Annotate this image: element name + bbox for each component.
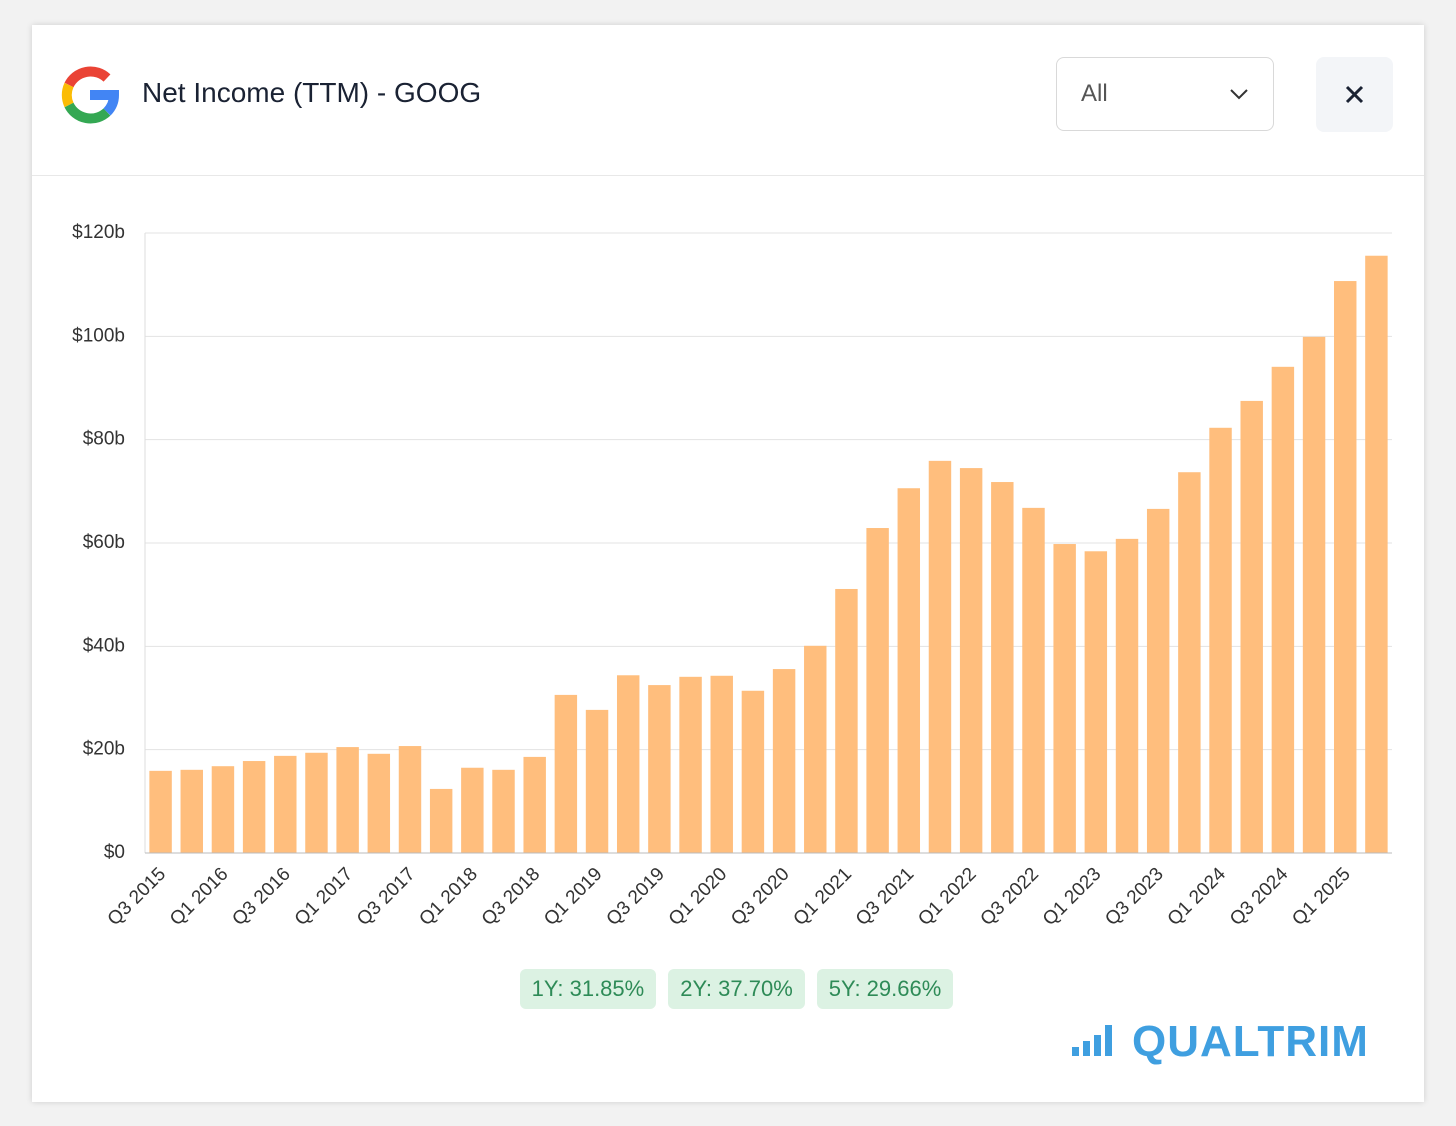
bar (616, 675, 640, 853)
x-tick-label: Q3 2023 (1101, 864, 1167, 930)
bar (367, 753, 391, 853)
bar (1178, 472, 1201, 853)
bar (1022, 507, 1045, 853)
bar (211, 766, 235, 853)
bar (1146, 508, 1170, 853)
x-tick-label: Q3 2021 (852, 864, 918, 930)
x-tick-label: Q3 2024 (1226, 863, 1293, 930)
bar (585, 709, 609, 853)
brand-icon (1072, 1025, 1112, 1056)
bar (180, 769, 203, 853)
bar (1115, 538, 1139, 853)
x-tick-label: Q1 2017 (291, 864, 357, 930)
close-icon (1345, 85, 1364, 104)
x-tick-label: Q1 2025 (1288, 864, 1354, 930)
bar (959, 468, 983, 853)
google-logo (61, 66, 120, 124)
bar (1209, 427, 1232, 853)
bar (928, 460, 952, 853)
y-tick-label: $100b (72, 325, 125, 346)
bar (274, 755, 297, 853)
title: Net Income (TTM) - GOOG (142, 77, 482, 108)
close-button[interactable] (1316, 57, 1393, 132)
x-tick-label: Q1 2019 (540, 864, 606, 930)
x-tick-label: Q1 2024 (1164, 863, 1231, 930)
range-select-value: All (1081, 80, 1108, 107)
bar (336, 747, 359, 853)
bar (398, 746, 422, 853)
x-tick-label: Q3 2015 (104, 864, 170, 930)
growth-badges: 1Y: 31.85% 2Y: 37.70% 5Y: 29.66% (32, 969, 1424, 1009)
bar (772, 669, 796, 853)
bar (835, 588, 858, 853)
bar (804, 645, 827, 853)
bar (1240, 400, 1263, 853)
bar (1302, 336, 1326, 854)
y-tick-label: $0 (104, 842, 125, 863)
bar (679, 676, 702, 853)
x-tick-label: Q3 2016 (228, 864, 294, 930)
y-tick-label: $120b (72, 222, 125, 243)
x-tick-label: Q1 2016 (166, 864, 232, 930)
bar (710, 675, 733, 853)
growth-badge: 1Y: 31.85% (519, 969, 657, 1009)
x-tick-label: Q1 2021 (790, 864, 856, 930)
chevron (1230, 89, 1248, 100)
x-tick-label: Q1 2023 (1039, 864, 1105, 930)
x-tick-label: Q3 2019 (603, 864, 669, 930)
header: Net Income (TTM) - GOOG All (32, 25, 1424, 176)
bar (991, 482, 1014, 853)
bar (1271, 366, 1295, 853)
x-tick-label: Q3 2020 (727, 864, 793, 930)
bar (429, 788, 453, 853)
bar (461, 767, 484, 853)
bar (1084, 551, 1108, 853)
growth-badge: 2Y: 37.70% (668, 969, 805, 1009)
y-tick-label: $40b (83, 635, 125, 656)
bar (897, 488, 921, 853)
bar (648, 685, 671, 853)
x-tick-label: Q1 2018 (415, 864, 481, 930)
bar (866, 528, 889, 853)
bar (149, 770, 172, 853)
y-tick-label: $60b (83, 532, 125, 553)
growth-badge: 5Y: 29.66% (816, 969, 954, 1009)
x-tick-label: Q3 2017 (353, 864, 419, 930)
x-tick-label: Q3 2022 (977, 864, 1043, 930)
y-tick-label: $20b (83, 739, 125, 760)
x-tick-label: Q1 2020 (665, 864, 731, 930)
y-tick-label: $80b (83, 429, 125, 450)
bar (242, 761, 266, 853)
bar (523, 756, 546, 853)
bar (554, 694, 578, 853)
bar (1053, 544, 1076, 853)
x-tick-label: Q1 2022 (914, 864, 980, 930)
card: Net Income (TTM) - GOOG All $0 $20b $40b $6… (32, 25, 1424, 1102)
bar (492, 769, 515, 853)
bar (1365, 255, 1388, 853)
brand: QUALTRIM (1132, 1017, 1369, 1066)
bar (305, 752, 328, 853)
x-tick-label: Q3 2018 (478, 864, 544, 930)
bar (1334, 281, 1357, 853)
range-select[interactable]: All (1056, 57, 1274, 131)
bar (741, 690, 765, 853)
